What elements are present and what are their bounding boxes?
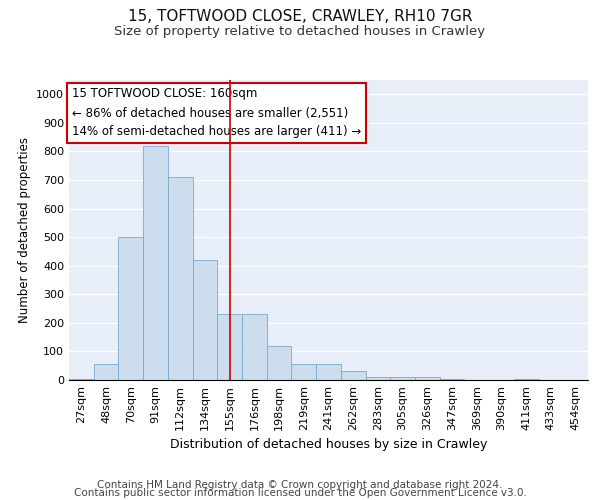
Bar: [365, 377, 390, 380]
Bar: [267, 346, 292, 380]
Bar: [94, 364, 118, 380]
Bar: [217, 314, 242, 380]
Bar: [390, 377, 415, 380]
Bar: [415, 377, 440, 380]
Text: Size of property relative to detached houses in Crawley: Size of property relative to detached ho…: [115, 25, 485, 38]
Text: 15 TOFTWOOD CLOSE: 160sqm
← 86% of detached houses are smaller (2,551)
14% of se: 15 TOFTWOOD CLOSE: 160sqm ← 86% of detac…: [71, 88, 361, 138]
Bar: [514, 378, 539, 380]
Bar: [242, 314, 267, 380]
Y-axis label: Number of detached properties: Number of detached properties: [17, 137, 31, 323]
Bar: [193, 260, 217, 380]
Bar: [69, 378, 94, 380]
Text: Contains HM Land Registry data © Crown copyright and database right 2024.: Contains HM Land Registry data © Crown c…: [97, 480, 503, 490]
Bar: [341, 370, 365, 380]
Text: 15, TOFTWOOD CLOSE, CRAWLEY, RH10 7GR: 15, TOFTWOOD CLOSE, CRAWLEY, RH10 7GR: [128, 9, 472, 24]
Bar: [316, 364, 341, 380]
Text: Contains public sector information licensed under the Open Government Licence v3: Contains public sector information licen…: [74, 488, 526, 498]
Bar: [118, 237, 143, 380]
X-axis label: Distribution of detached houses by size in Crawley: Distribution of detached houses by size …: [170, 438, 487, 451]
Bar: [168, 177, 193, 380]
Bar: [143, 146, 168, 380]
Bar: [440, 378, 464, 380]
Bar: [292, 364, 316, 380]
